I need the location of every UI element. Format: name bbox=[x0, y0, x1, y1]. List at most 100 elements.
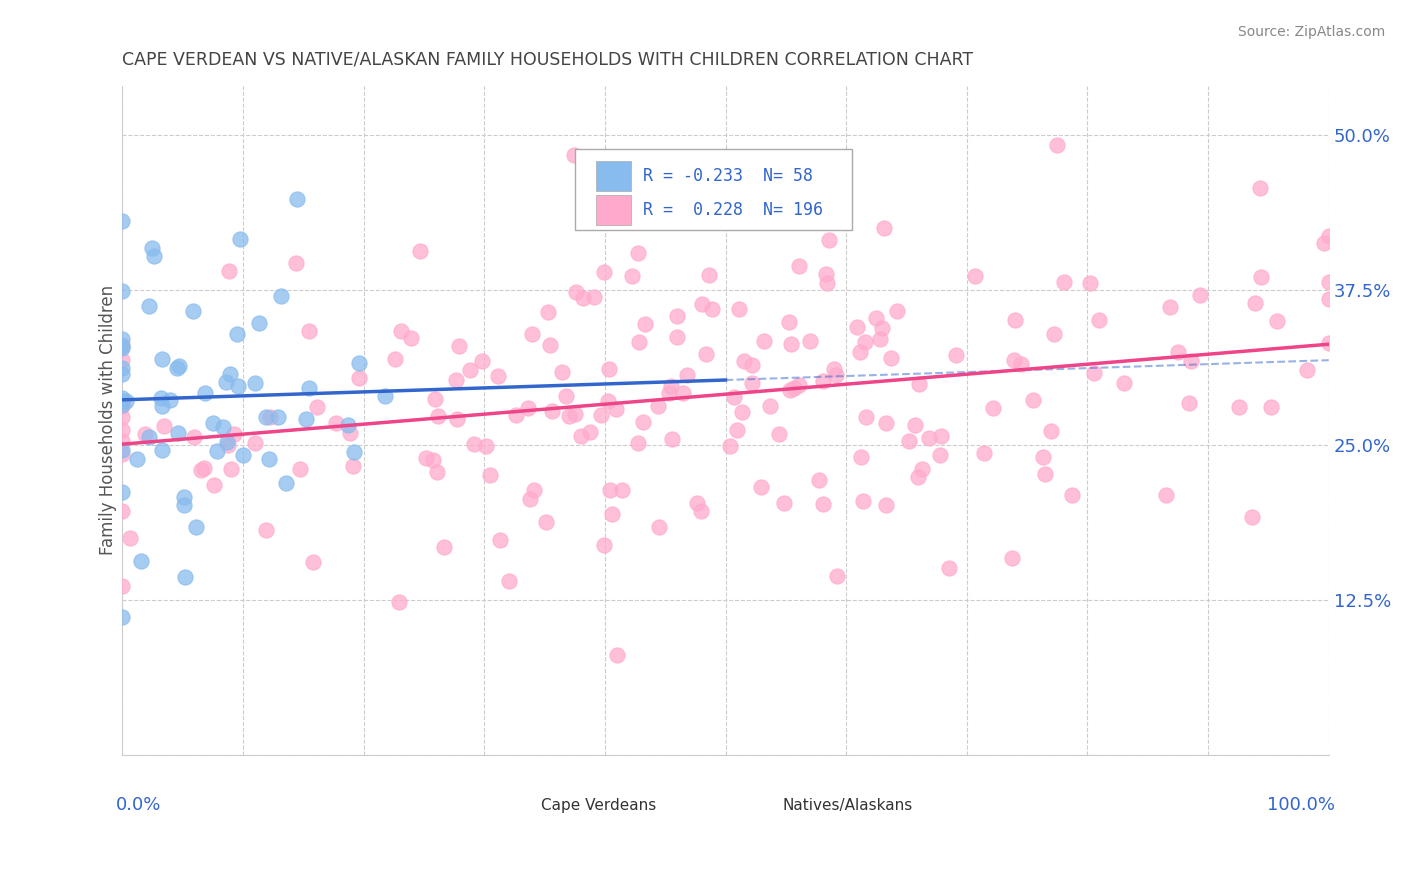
Point bbox=[1317, 336, 1340, 351]
Point bbox=[558, 409, 581, 423]
Point bbox=[1033, 467, 1056, 482]
Point bbox=[1087, 312, 1109, 326]
Point bbox=[422, 453, 444, 467]
Point bbox=[631, 415, 654, 429]
Point bbox=[672, 386, 695, 401]
Point bbox=[111, 443, 134, 458]
Point bbox=[143, 249, 166, 263]
Point bbox=[183, 430, 205, 444]
Point bbox=[1241, 510, 1264, 524]
Point bbox=[875, 416, 897, 430]
Point bbox=[193, 461, 215, 475]
Point bbox=[471, 354, 494, 368]
Point bbox=[596, 394, 619, 409]
Point bbox=[612, 483, 634, 498]
Point bbox=[486, 369, 509, 384]
Point bbox=[384, 351, 406, 366]
Point bbox=[981, 401, 1004, 415]
Point bbox=[111, 447, 134, 461]
Point bbox=[606, 648, 628, 662]
Point bbox=[562, 148, 585, 162]
Point bbox=[111, 360, 134, 375]
Point bbox=[700, 302, 723, 317]
Point bbox=[627, 335, 650, 350]
Point bbox=[285, 256, 308, 270]
Point bbox=[305, 401, 328, 415]
Point bbox=[865, 311, 887, 326]
Point bbox=[908, 376, 931, 391]
Point bbox=[167, 359, 190, 373]
Point bbox=[458, 363, 481, 377]
Point bbox=[718, 439, 741, 453]
Point bbox=[505, 409, 527, 423]
Point bbox=[579, 425, 602, 439]
Point bbox=[295, 411, 318, 425]
Point bbox=[815, 276, 838, 290]
Point bbox=[1180, 353, 1202, 368]
Point bbox=[523, 483, 546, 497]
Point bbox=[343, 444, 366, 458]
Point bbox=[1112, 376, 1135, 390]
Point bbox=[849, 345, 872, 359]
Point bbox=[1249, 181, 1271, 195]
Point bbox=[1313, 235, 1336, 250]
Point bbox=[111, 393, 134, 408]
Point bbox=[111, 352, 134, 367]
Point bbox=[541, 404, 564, 418]
Point bbox=[945, 348, 967, 362]
Point bbox=[111, 504, 134, 518]
Point bbox=[134, 427, 156, 442]
Point bbox=[349, 371, 371, 385]
Point bbox=[592, 538, 614, 552]
Point bbox=[783, 381, 806, 395]
Point bbox=[661, 432, 683, 446]
Point bbox=[534, 516, 557, 530]
Point bbox=[267, 410, 290, 425]
Point bbox=[342, 458, 364, 473]
Point bbox=[298, 324, 321, 338]
Point bbox=[229, 232, 252, 246]
Point bbox=[194, 385, 217, 400]
Point bbox=[325, 416, 347, 430]
Point bbox=[1260, 400, 1282, 414]
Point bbox=[690, 504, 713, 518]
Point bbox=[1178, 396, 1201, 410]
Text: Source: ZipAtlas.com: Source: ZipAtlas.com bbox=[1237, 25, 1385, 39]
Point bbox=[374, 388, 396, 402]
Point bbox=[1010, 357, 1032, 371]
Point bbox=[111, 579, 134, 593]
Point bbox=[389, 324, 412, 338]
Point bbox=[222, 426, 245, 441]
Point bbox=[823, 362, 845, 376]
Point bbox=[243, 435, 266, 450]
Point bbox=[824, 368, 846, 382]
Point bbox=[127, 451, 149, 466]
Point bbox=[853, 335, 876, 350]
Point bbox=[749, 480, 772, 494]
Point bbox=[758, 399, 780, 413]
Point bbox=[388, 595, 411, 609]
Point bbox=[911, 462, 934, 476]
Point bbox=[150, 391, 173, 405]
Point bbox=[1046, 137, 1069, 152]
Point bbox=[111, 285, 134, 299]
Point bbox=[215, 434, 238, 449]
Point bbox=[731, 405, 754, 419]
Point bbox=[741, 358, 763, 372]
Point bbox=[118, 531, 141, 545]
Point bbox=[665, 330, 688, 344]
Point bbox=[166, 426, 188, 441]
Point bbox=[1159, 300, 1181, 314]
Point bbox=[226, 327, 249, 342]
Point bbox=[697, 268, 720, 282]
Point bbox=[550, 365, 572, 379]
Text: R =  0.228  N= 196: R = 0.228 N= 196 bbox=[644, 201, 824, 219]
Point bbox=[141, 241, 163, 255]
Text: Cape Verdeans: Cape Verdeans bbox=[541, 798, 657, 814]
Point bbox=[808, 473, 831, 487]
Point bbox=[298, 381, 321, 395]
Point bbox=[150, 400, 173, 414]
Point bbox=[537, 305, 560, 319]
FancyBboxPatch shape bbox=[596, 195, 631, 225]
Point bbox=[217, 438, 239, 452]
